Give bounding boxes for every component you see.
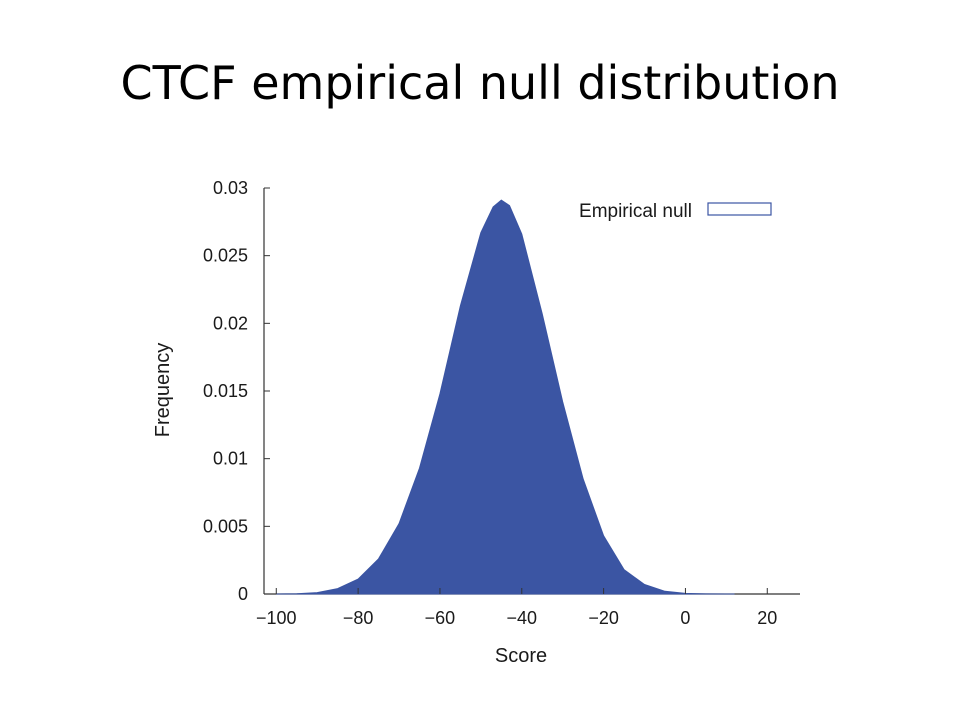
legend: Empirical null [579, 201, 772, 222]
series-area-0 [276, 199, 735, 595]
legend-label: Empirical null [579, 201, 692, 222]
y-tick-label: 0.01 [213, 449, 248, 469]
y-axis-label: Frequency [152, 343, 174, 438]
y-tick-label: 0.005 [203, 516, 248, 536]
x-axis-label: Score [495, 645, 547, 667]
plot-area [276, 199, 735, 595]
x-tick-label: 0 [680, 608, 690, 628]
y-tick-label: 0.015 [203, 381, 248, 401]
y-tick-label: 0.03 [213, 178, 248, 198]
x-tick-label: −20 [588, 608, 619, 628]
y-tick-label: 0 [238, 584, 248, 604]
x-tick-label: −80 [343, 608, 374, 628]
x-tick-label: 20 [757, 608, 777, 628]
y-tick-label: 0.025 [203, 246, 248, 266]
slide-title: CTCF empirical null distribution [120, 56, 840, 110]
legend-swatch [707, 202, 772, 216]
x-tick-label: −60 [425, 608, 456, 628]
x-tick-label: −40 [506, 608, 537, 628]
y-tick-label: 0.02 [213, 313, 248, 333]
x-tick-label: −100 [256, 608, 297, 628]
x-axis-ticks: −100 −80 −60 −40 −20 0 20 [256, 588, 777, 628]
y-axis-ticks: 0 0.005 0.01 0.015 0.02 0.025 0.03 [203, 178, 270, 604]
